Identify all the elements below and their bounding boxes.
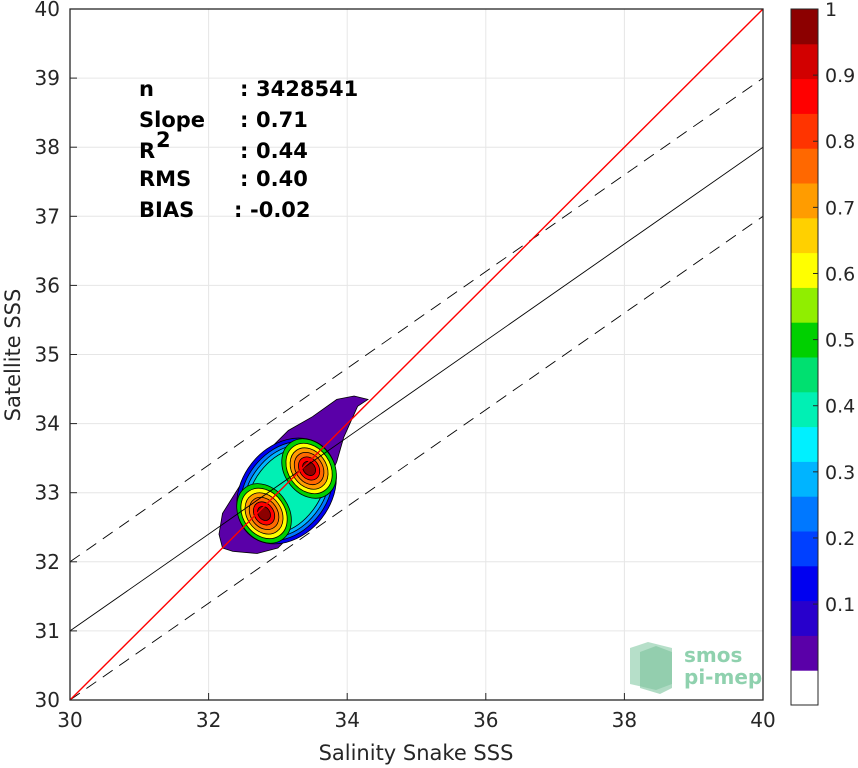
colorbar-swatch — [791, 496, 818, 532]
colorbar-frame — [790, 8, 819, 706]
regression-line — [69, 146, 764, 632]
y-tick-label: 34 — [35, 412, 60, 436]
logo-text-pimep: pi-mep — [684, 665, 762, 689]
x-tick-label: 40 — [750, 708, 775, 732]
y-tick-label: 35 — [35, 343, 60, 367]
y-tick-label: 37 — [35, 204, 60, 228]
colorbar-tick-label: 1 — [825, 0, 837, 21]
y-axis: 30 31 32 33 34 35 36 37 38 39 40 — [35, 0, 77, 712]
y-tick-label: 36 — [35, 273, 60, 297]
density-contours — [218, 395, 369, 554]
colorbar-swatch — [791, 252, 818, 288]
stat-value: 3428541 — [256, 77, 358, 101]
stat-value: -0.02 — [250, 198, 311, 222]
stat-separator: : — [240, 77, 248, 101]
colorbar-swatch — [791, 600, 818, 636]
colorbar-swatch — [791, 670, 818, 706]
y-tick-label: 33 — [35, 481, 60, 505]
colorbar-swatch — [791, 635, 818, 671]
colorbar-tick-label: 0.2 — [825, 528, 855, 550]
smos-pi-mep-logo: smos pi-mep — [630, 642, 762, 694]
stat-value: 0.71 — [256, 108, 308, 132]
colorbar-tick-label: 0.7 — [825, 197, 855, 219]
colorbar-swatch — [791, 113, 818, 149]
x-axis: 30 32 34 36 38 40 — [57, 693, 776, 732]
stat-separator: : — [240, 108, 248, 132]
colorbar: 0.1 0.2 0.3 0.4 0.5 0.6 0.7 0.8 0.9 1 — [790, 0, 855, 706]
x-axis-label: Salinity Snake SSS — [319, 741, 514, 765]
x-tick-label: 32 — [196, 708, 221, 732]
colorbar-tick-label: 0.6 — [825, 263, 855, 285]
colorbar-swatch — [791, 217, 818, 254]
colorbar-swatch — [791, 78, 818, 114]
reference-lines — [69, 8, 764, 701]
x-tick-label: 36 — [473, 708, 498, 732]
y-tick-label: 40 — [35, 0, 60, 21]
confidence-dashed-line — [69, 77, 764, 563]
colorbar-swatch — [791, 391, 818, 428]
y-tick-label: 31 — [35, 619, 60, 643]
colorbar-swatch — [791, 565, 818, 602]
colorbar-swatch — [791, 357, 818, 393]
x-tick-label: 34 — [334, 708, 359, 732]
colorbar-swatch — [791, 183, 818, 219]
colorbar-tick-label: 0.3 — [825, 462, 855, 484]
x-tick-label: 30 — [57, 708, 82, 732]
stat-separator: : — [234, 198, 242, 222]
y-tick-label: 30 — [35, 688, 60, 712]
y-axis-label: Satellite SSS — [1, 289, 25, 422]
stat-label: Slope — [139, 108, 205, 132]
y-tick-label: 39 — [35, 66, 60, 90]
colorbar-swatch — [791, 43, 818, 80]
logo-wave-icon-2 — [640, 646, 672, 694]
identity-line — [69, 8, 764, 701]
stat-value: 0.44 — [256, 139, 308, 163]
logo-text-smos: smos — [684, 643, 742, 667]
stat-separator: : — [240, 167, 248, 191]
colorbar-swatch — [791, 461, 818, 497]
colorbar-swatch — [791, 9, 818, 45]
colorbar-tick-label: 0.9 — [825, 65, 855, 87]
stat-label-superscript: 2 — [156, 128, 171, 152]
stat-label: BIAS — [139, 198, 194, 222]
confidence-dashed-line — [69, 215, 764, 701]
x-tick-label: 38 — [612, 708, 637, 732]
colorbar-tick-label: 0.1 — [825, 594, 855, 616]
stat-label: R — [139, 139, 155, 163]
stat-label: n — [139, 77, 154, 101]
colorbar-swatch — [791, 531, 818, 567]
y-tick-label: 32 — [35, 550, 60, 574]
colorbar-tick-label: 0.4 — [825, 396, 855, 418]
stat-value: 0.40 — [256, 167, 308, 191]
colorbar-swatch — [791, 287, 818, 323]
y-tick-label: 38 — [35, 135, 60, 159]
colorbar-swatch — [791, 148, 818, 184]
colorbar-swatch — [791, 426, 818, 462]
colorbar-tick-label: 0.5 — [825, 330, 855, 352]
colorbar-tick-label: 0.8 — [825, 131, 855, 153]
stat-label: RMS — [139, 167, 191, 191]
stat-separator: : — [240, 139, 248, 163]
